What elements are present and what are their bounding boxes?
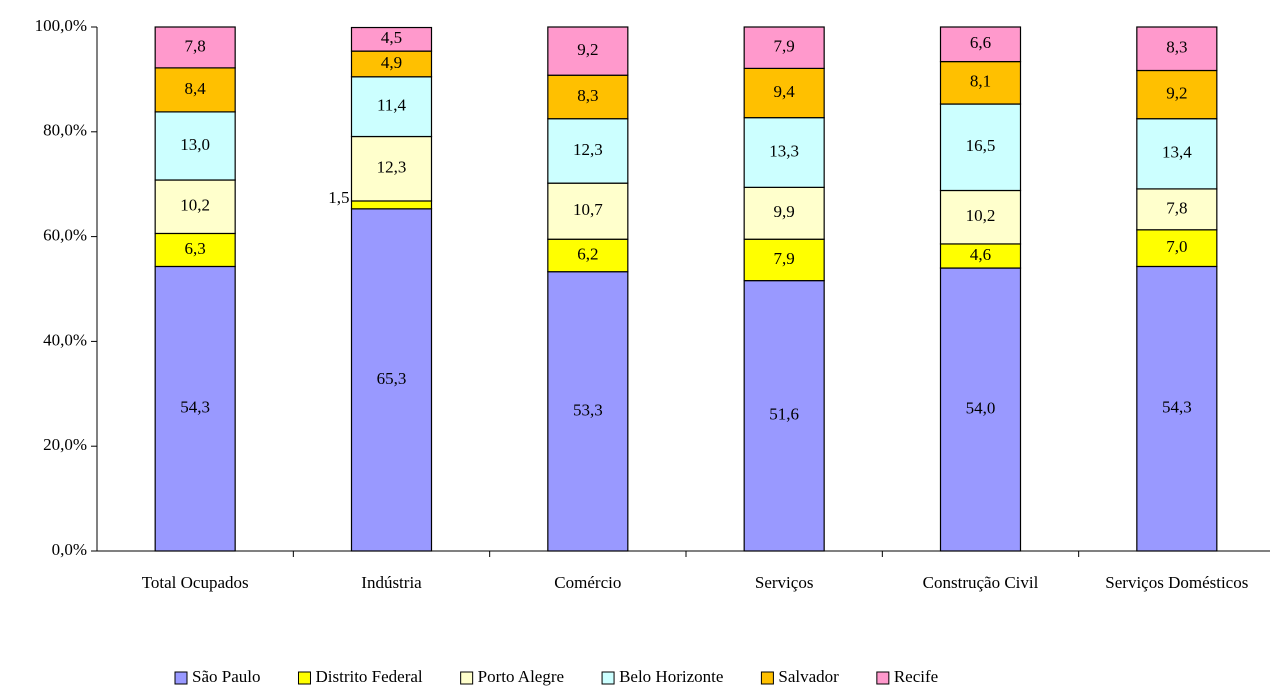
bar-segment [350,135,433,202]
data-label: 54,3 [180,398,210,417]
data-label: 8,1 [970,72,991,91]
data-label: 13,4 [1162,143,1192,162]
data-label: 9,2 [1166,84,1187,103]
data-label: 12,3 [573,140,603,159]
bar-segment [743,117,825,188]
data-label: 4,9 [381,53,402,72]
bar-segment [1136,188,1218,231]
legend-label: Porto Alegre [478,667,564,686]
x-tick-label: Serviços Domésticos [1105,573,1248,592]
data-label: 9,9 [774,202,795,221]
bar-segment [350,50,433,78]
y-tick-label: 80,0% [43,121,87,140]
data-label: 11,4 [377,96,407,115]
x-tick-label: Comércio [554,573,621,592]
legend-swatch [174,671,188,685]
data-label: 65,3 [377,369,407,388]
data-label: 10,7 [573,200,603,219]
data-label: 54,0 [966,398,996,417]
data-label: 4,6 [970,245,991,264]
bar-segment [154,179,236,235]
data-label: 6,3 [185,239,206,258]
legend-swatch [876,671,890,685]
bar-segment [743,280,825,552]
legend-swatch [460,671,474,685]
bar-segment [1136,229,1218,268]
data-label: 10,2 [966,206,996,225]
y-tick-label: 60,0% [43,226,87,245]
bar-segment [1136,26,1218,72]
bar-segment [939,26,1022,63]
legend-label: Belo Horizonte [619,667,723,686]
data-label: 8,3 [1166,38,1187,57]
bar-segment [743,26,825,69]
data-label: 54,3 [1162,398,1192,417]
legend-swatch [297,671,311,685]
data-label: 7,9 [774,37,795,56]
data-label: 12,3 [377,158,407,177]
x-tick-label: Construção Civil [923,573,1039,592]
bar-segment [154,111,236,181]
x-tick-label: Total Ocupados [142,573,249,592]
bar-segment [547,182,629,240]
bar-segment [350,200,433,210]
legend-label: São Paulo [192,667,260,686]
data-label: 7,8 [185,36,206,55]
bar-segment [1136,118,1218,190]
x-tick-label: Serviços [755,573,814,592]
data-label: 13,0 [180,135,210,154]
legend-swatch [760,671,774,685]
bar-segment [154,67,236,113]
data-label: 9,2 [577,40,598,59]
bar-segment [939,267,1022,552]
bar-segment [743,238,825,282]
data-label: 8,3 [577,86,598,105]
data-label: 6,6 [970,33,991,52]
bar-segment [547,118,629,184]
data-label: 7,0 [1166,237,1187,256]
legend-label: Recife [894,667,938,686]
bar-segment [350,26,433,52]
data-label: 1,5 [328,188,349,207]
bar-segment [547,26,629,76]
bar-segment [939,189,1022,245]
bar-segment [547,74,629,120]
data-label: 13,3 [769,141,799,160]
data-label: 51,6 [769,405,799,424]
data-label: 8,4 [185,79,207,98]
bar-segment [547,238,629,273]
legend-label: Salvador [778,667,839,686]
bar-segment [1136,265,1218,552]
y-tick-label: 100,0% [35,16,87,35]
data-label: 53,3 [573,400,603,419]
y-tick-label: 40,0% [43,330,87,349]
data-label: 7,8 [1166,198,1187,217]
y-tick-label: 0,0% [52,540,87,559]
legend-label: Distrito Federal [315,667,422,686]
bar-segment [154,232,236,268]
bar-segment [154,26,236,69]
data-label: 6,2 [577,244,598,263]
bar-segment [939,103,1022,192]
bar-segment [743,186,825,240]
data-label: 9,4 [774,82,796,101]
bar-segment [154,265,236,552]
y-tick-label: 20,0% [43,435,87,454]
data-label: 16,5 [966,136,996,155]
data-label: 7,9 [774,249,795,268]
bar-segment [350,76,433,138]
data-label: 4,5 [381,28,402,47]
legend-swatch [601,671,615,685]
data-label: 10,2 [180,196,210,215]
x-tick-label: Indústria [361,573,422,592]
